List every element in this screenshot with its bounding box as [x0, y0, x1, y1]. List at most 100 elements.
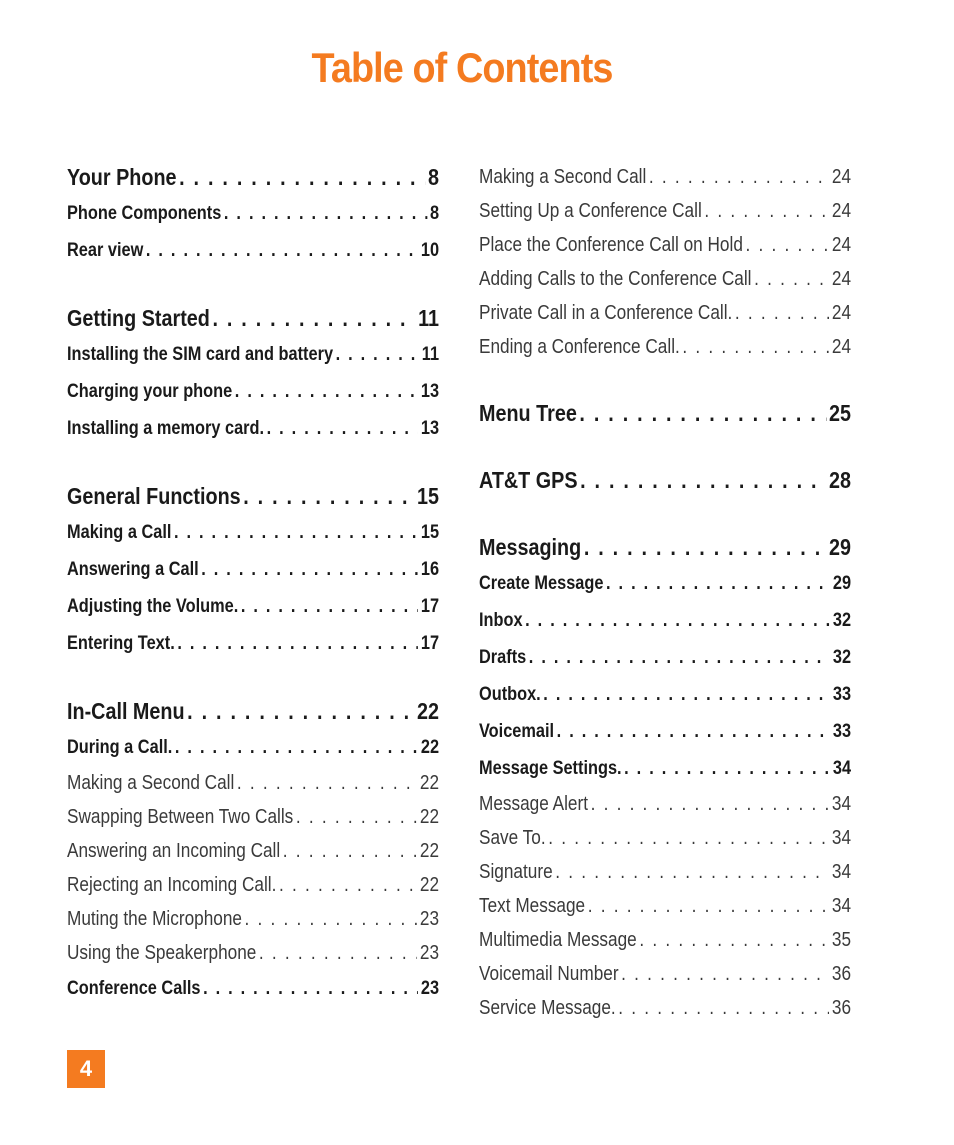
dot-leader	[283, 834, 418, 868]
toc-entry[interactable]: Voicemail Number 36	[479, 957, 851, 991]
toc-entry[interactable]: Save To. 34	[479, 821, 851, 855]
toc-entry-page: 8	[428, 164, 440, 190]
toc-entry[interactable]: General Functions 15	[67, 479, 439, 514]
toc-entry-page: 36	[831, 997, 852, 1019]
dot-leader	[735, 296, 829, 330]
toc-entry[interactable]: Adding Calls to the Conference Call 24	[479, 262, 851, 296]
toc-entry[interactable]: In-Call Menu 22	[67, 694, 439, 729]
toc-entry[interactable]: Service Message. 36	[479, 991, 851, 1025]
toc-entry-label: Adjusting the Volume.	[67, 596, 239, 617]
toc-entry-label: Making a Call	[67, 522, 172, 543]
toc-entry-label: General Functions	[67, 483, 241, 509]
toc-entry-page: 13	[420, 418, 440, 439]
dot-leader	[579, 396, 826, 431]
toc-entry-page: 34	[831, 861, 852, 883]
toc-entry[interactable]: Making a Second Call 24	[479, 160, 851, 194]
toc-entry[interactable]: AT&T GPS 28	[479, 463, 851, 498]
toc-entry[interactable]: Getting Started 11	[67, 301, 439, 336]
toc-entry-page: 13	[420, 381, 440, 402]
toc-entry-page: 25	[829, 400, 852, 426]
toc-entry-label: Setting Up a Conference Call	[479, 200, 702, 222]
dot-leader	[543, 676, 830, 713]
toc-entry[interactable]: Answering an Incoming Call 22	[67, 834, 439, 868]
dot-leader	[639, 923, 829, 957]
toc-entry[interactable]: Place the Conference Call on Hold 24	[479, 228, 851, 262]
toc-entry[interactable]: Muting the Microphone 23	[67, 902, 439, 936]
dot-leader	[548, 821, 829, 855]
toc-entry[interactable]: Making a Second Call 22	[67, 766, 439, 800]
toc-left-column: Your Phone 8 Phone Components 8 Rear view 10 G…	[67, 160, 439, 1007]
toc-entry[interactable]: Making a Call 15	[67, 514, 439, 551]
toc-entry[interactable]: Phone Components 8	[67, 195, 439, 232]
toc-entry[interactable]: Outbox. 33	[479, 676, 851, 713]
toc-entry[interactable]: Private Call in a Conference Call. 24	[479, 296, 851, 330]
toc-entry-label: Answering a Call	[67, 559, 199, 580]
dot-leader	[580, 463, 826, 498]
dot-leader	[243, 479, 414, 514]
dot-leader	[235, 373, 419, 410]
section-gap	[67, 662, 439, 694]
toc-entry[interactable]: Your Phone 8	[67, 160, 439, 195]
toc-entry[interactable]: Installing a memory card. 13	[67, 410, 439, 447]
toc-entry-label: Muting the Microphone	[67, 908, 242, 930]
toc-entry[interactable]: During a Call. 22	[67, 729, 439, 766]
toc-entry-page: 22	[417, 698, 440, 724]
dot-leader	[187, 694, 414, 729]
toc-entry-page: 17	[420, 633, 440, 654]
toc-entry-page: 22	[419, 806, 440, 828]
toc-entry-page: 32	[832, 610, 852, 631]
dot-leader	[245, 902, 418, 936]
dot-leader	[745, 228, 829, 262]
toc-right-column: Making a Second Call24Setting Up a Confe…	[479, 160, 851, 1025]
dot-leader	[754, 262, 829, 296]
toc-entry[interactable]: Voicemail 33	[479, 713, 851, 750]
dot-leader	[649, 160, 829, 194]
toc-entry-page: 17	[420, 596, 440, 617]
dot-leader	[588, 889, 830, 923]
toc-entry[interactable]: Installing the SIM card and battery 11	[67, 336, 439, 373]
toc-entry[interactable]: Message Settings. 34	[479, 750, 851, 787]
toc-entry[interactable]: Rear view 10	[67, 232, 439, 269]
toc-entry[interactable]: Conference Calls 23	[67, 970, 439, 1007]
toc-entry-label: Signature	[479, 861, 553, 883]
toc-entry[interactable]: Charging your phone 13	[67, 373, 439, 410]
toc-entry-page: 22	[420, 737, 440, 758]
toc-entry[interactable]: Drafts 32	[479, 639, 851, 676]
toc-entry[interactable]: Message Alert 34	[479, 787, 851, 821]
toc-entry[interactable]: Rejecting an Incoming Call. 22	[67, 868, 439, 902]
toc-entry-page: 16	[420, 559, 440, 580]
dot-leader	[296, 800, 417, 834]
section-gap	[67, 447, 439, 479]
toc-entry-label: Ending a Conference Call.	[479, 336, 680, 358]
toc-entry-page: 23	[419, 908, 440, 930]
toc-entry-page: 22	[419, 840, 440, 862]
toc-entry[interactable]: Inbox 32	[479, 602, 851, 639]
toc-entry-page: 23	[419, 942, 440, 964]
toc-entry[interactable]: Setting Up a Conference Call 24	[479, 194, 851, 228]
toc-entry-label: Voicemail Number	[479, 963, 619, 985]
toc-entry[interactable]: Using the Speakerphone 23	[67, 936, 439, 970]
toc-entry[interactable]: Create Message 29	[479, 565, 851, 602]
toc-entry[interactable]: Menu Tree 25	[479, 396, 851, 431]
toc-entry-page: 11	[421, 344, 440, 365]
toc-entry-page: 24	[831, 200, 852, 222]
toc-entry-label: Message Settings.	[479, 758, 622, 779]
toc-entry-page: 36	[831, 963, 852, 985]
toc-entry-label: Your Phone	[67, 164, 177, 190]
toc-entry-label: AT&T GPS	[479, 467, 578, 493]
toc-entry[interactable]: Adjusting the Volume. 17	[67, 588, 439, 625]
toc-entry-label: Swapping Between Two Calls	[67, 806, 294, 828]
toc-entry[interactable]: Swapping Between Two Calls 22	[67, 800, 439, 834]
toc-entry[interactable]: Multimedia Message 35	[479, 923, 851, 957]
toc-entry[interactable]: Text Message 34	[479, 889, 851, 923]
toc-entry[interactable]: Entering Text. 17	[67, 625, 439, 662]
toc-entry[interactable]: Answering a Call 16	[67, 551, 439, 588]
toc-entry-label: Text Message	[479, 895, 586, 917]
toc-entry[interactable]: Ending a Conference Call. 24	[479, 330, 851, 364]
toc-entry[interactable]: Signature 34	[479, 855, 851, 889]
toc-entry-page: 24	[831, 302, 852, 324]
toc-entry[interactable]: Messaging 29	[479, 530, 851, 565]
toc-entry-label: Phone Components	[67, 203, 222, 224]
toc-entry-label: In-Call Menu	[67, 698, 185, 724]
dot-leader	[704, 194, 829, 228]
